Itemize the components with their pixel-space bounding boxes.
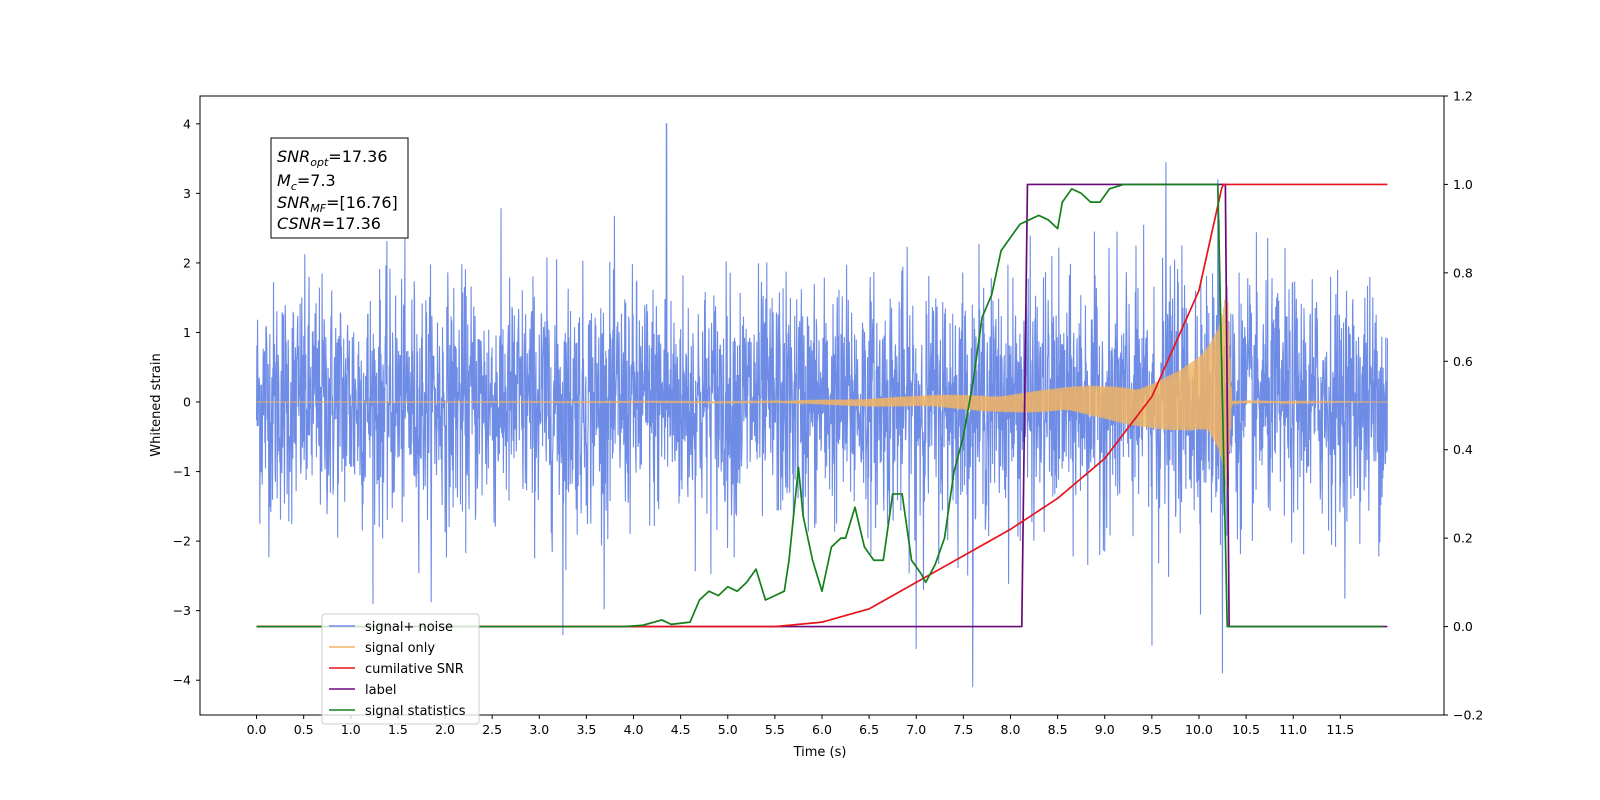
- y-tick-label: 1: [183, 325, 191, 340]
- y2-tick-label: 0.2: [1453, 531, 1473, 546]
- x-tick-label: 9.0: [1095, 722, 1115, 737]
- y-tick-label: −2: [173, 534, 191, 549]
- legend-label-cumulative-snr: cumilative SNR: [365, 662, 464, 677]
- x-tick-label: 5.5: [765, 722, 785, 737]
- y-axis-ticks: 4 3 2 1 0 −1 −2 −3 −4: [173, 116, 200, 688]
- series-signal-noise-line: [256, 123, 1388, 688]
- metrics-annotation-box: SNRopt=17.36 Mc=7.3 SNRMF=[16.76] CSNR=1…: [270, 137, 409, 239]
- x-tick-label: 4.5: [671, 722, 691, 737]
- y-tick-label: 0: [183, 395, 191, 410]
- y2-axis-ticks: 1.2 1.0 0.8 0.6 0.4 0.2 0.0 −0.2: [1444, 89, 1483, 723]
- x-tick-label: 9.5: [1142, 722, 1162, 737]
- x-tick-label: 1.5: [388, 722, 408, 737]
- x-tick-label: 3.0: [529, 722, 549, 737]
- series-signal-statistics-line: [256, 183, 1383, 628]
- y2-tick-label: 0.4: [1453, 442, 1473, 457]
- y2-tick-label: 0.6: [1453, 354, 1473, 369]
- y2-tick-label: 1.2: [1453, 89, 1473, 104]
- x-tick-label: 6.0: [812, 722, 832, 737]
- annotation-snr-opt: SNRopt=17.36: [277, 147, 388, 169]
- x-tick-label: 10.5: [1232, 722, 1260, 737]
- legend: signal+ noise signal only cumilative SNR…: [321, 613, 480, 725]
- y-tick-label: 4: [183, 116, 191, 131]
- legend-entry-signal-statistics: signal statistics: [329, 704, 466, 719]
- legend-label-signal-only: signal only: [365, 641, 435, 656]
- x-tick-label: 8.0: [1001, 722, 1021, 737]
- series-signal-only-line: [256, 284, 1388, 494]
- y-tick-label: 3: [183, 186, 191, 201]
- x-tick-label: 2.5: [482, 722, 502, 737]
- legend-label-signal-statistics: signal statistics: [365, 704, 466, 719]
- legend-frame: [321, 613, 480, 725]
- x-tick-label: 5.0: [718, 722, 738, 737]
- annotation-snr-mf: SNRMF=[16.76]: [277, 193, 398, 215]
- y-tick-label: −4: [173, 673, 191, 688]
- y2-tick-label: 0.8: [1453, 265, 1473, 280]
- x-axis-ticks: 0.0 0.5 1.0 1.5 2.0 2.5 3.0 3.5 4.0 4.5 5.0 5.5 6.0 6…: [247, 715, 1354, 737]
- x-tick-label: 0.5: [294, 722, 314, 737]
- y2-tick-label: 1.0: [1453, 177, 1473, 192]
- x-tick-label: 11.5: [1326, 722, 1354, 737]
- legend-entry-signal-only: signal only: [329, 641, 435, 656]
- y-tick-label: 2: [183, 255, 191, 270]
- x-tick-label: 7.0: [906, 722, 926, 737]
- legend-label-signal-noise: signal+ noise: [365, 620, 453, 635]
- y-axis-title: Whitened strain: [149, 353, 164, 456]
- legend-entry-signal-noise: signal+ noise: [329, 620, 453, 635]
- legend-entry-cumulative-snr: cumilative SNR: [329, 662, 464, 677]
- x-tick-label: 7.5: [953, 722, 973, 737]
- x-tick-label: 8.5: [1048, 722, 1068, 737]
- y2-tick-label: −0.2: [1453, 708, 1483, 723]
- annotation-frame: [270, 137, 409, 239]
- legend-label-label: label: [365, 683, 396, 698]
- annotation-chirp-mass: Mc=7.3: [277, 171, 336, 193]
- x-tick-label: 6.5: [859, 722, 879, 737]
- x-tick-label: 0.0: [247, 722, 267, 737]
- annotation-csnr: CSNR=17.36: [277, 214, 381, 233]
- y-tick-label: −3: [173, 603, 191, 618]
- x-tick-label: 11.0: [1279, 722, 1307, 737]
- y2-tick-label: 0.0: [1453, 619, 1473, 634]
- x-tick-label: 4.0: [624, 722, 644, 737]
- x-tick-label: 10.0: [1185, 722, 1213, 737]
- x-tick-label: 3.5: [576, 722, 596, 737]
- y-tick-label: −1: [173, 464, 191, 479]
- x-axis-title: Time (s): [793, 745, 847, 760]
- x-tick-label: 1.0: [341, 722, 361, 737]
- x-tick-label: 2.0: [435, 722, 455, 737]
- legend-entry-label: label: [329, 683, 396, 698]
